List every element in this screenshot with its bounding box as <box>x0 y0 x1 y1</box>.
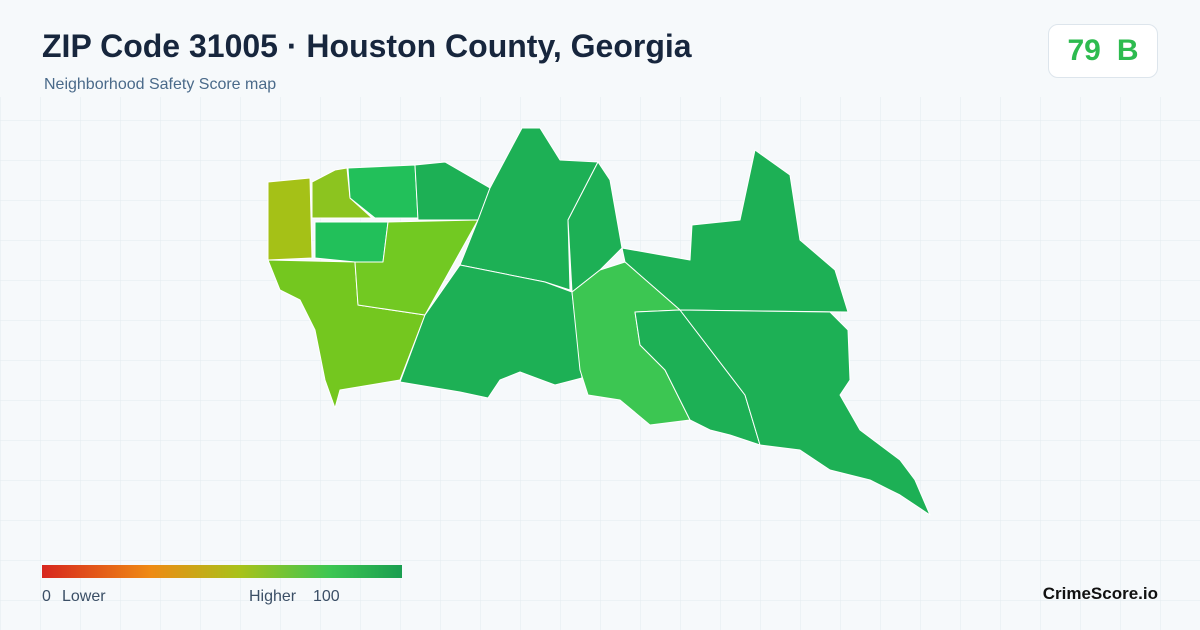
legend-scale <box>42 565 402 578</box>
region <box>347 164 419 219</box>
score-badge: 79 B <box>1048 24 1158 78</box>
score-value: 79 <box>1067 34 1101 67</box>
region <box>267 177 313 261</box>
region <box>399 264 583 399</box>
score-grade: B <box>1116 34 1139 67</box>
legend-min-label: Lower <box>62 588 106 605</box>
region <box>314 221 389 263</box>
legend-max: 100 <box>313 588 340 605</box>
legend-min: 0 <box>42 588 51 605</box>
subtitle: Neighborhood Safety Score map <box>44 76 277 93</box>
region <box>679 309 931 516</box>
legend-max-label: Higher <box>249 588 297 605</box>
brand: CrimeScore.io <box>1042 584 1158 603</box>
zip-map <box>267 127 931 516</box>
title: ZIP Code 31005 · Houston County, Georgia <box>42 28 692 64</box>
